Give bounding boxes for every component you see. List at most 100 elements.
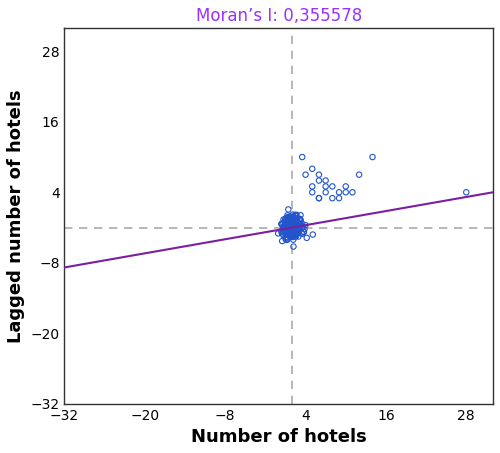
Point [286,214,294,222]
Point [287,217,295,224]
Point [285,223,293,231]
Point [288,233,296,241]
Point [282,214,290,222]
Point [348,188,356,196]
Point [278,221,285,228]
Point [279,225,287,232]
Point [286,226,294,234]
Point [286,228,294,235]
Point [286,222,294,229]
Point [289,221,297,228]
Point [290,229,298,236]
Point [294,224,302,231]
Point [289,226,297,233]
Point [296,224,304,231]
Point [286,213,294,220]
Point [292,221,300,228]
Point [308,188,316,196]
Point [292,224,300,231]
Point [290,229,298,236]
Point [291,230,299,237]
Point [288,220,296,227]
Point [284,223,292,230]
Point [294,221,302,228]
Point [287,215,295,222]
Point [287,232,295,240]
Point [287,233,295,240]
Point [284,225,292,232]
Point [295,221,303,228]
Point [290,236,298,243]
Point [292,222,300,230]
Point [278,230,286,237]
Point [322,183,330,190]
Point [368,154,376,161]
Point [302,222,310,229]
Point [284,213,292,221]
Point [286,219,294,226]
Point [291,219,299,226]
Point [292,226,300,234]
Point [288,225,296,232]
Point [284,218,292,226]
Point [290,232,298,239]
Point [288,227,296,235]
Point [286,221,294,228]
Point [290,214,298,222]
Point [287,224,295,231]
Y-axis label: Lagged number of hotels: Lagged number of hotels [7,89,25,342]
Point [286,219,294,226]
Point [292,212,300,219]
Point [290,217,298,224]
Point [294,222,302,229]
Point [290,218,298,226]
Point [280,229,288,236]
Point [278,221,286,228]
Point [292,212,300,219]
Point [315,194,323,202]
Point [292,228,300,236]
Point [280,222,288,229]
Point [289,231,297,239]
Point [315,194,323,202]
Point [462,188,470,196]
Point [284,234,292,241]
Point [298,230,306,237]
Point [286,219,294,226]
Point [281,227,289,234]
Point [285,230,293,237]
Point [280,222,288,230]
Point [296,223,304,230]
Point [283,228,291,236]
Point [290,227,298,234]
Point [296,217,304,224]
Point [284,222,292,230]
Point [290,232,298,240]
Point [315,171,323,178]
Point [282,236,290,244]
Title: Moran’s I: 0,355578: Moran’s I: 0,355578 [196,7,362,25]
Point [286,225,294,232]
Point [286,222,294,229]
Point [284,217,292,224]
Point [278,228,285,235]
Point [280,216,287,223]
Point [282,230,290,237]
Point [288,227,296,234]
Point [292,217,300,225]
Point [284,214,292,221]
Point [280,224,288,231]
Point [300,226,308,233]
Point [280,231,287,239]
Point [287,219,295,226]
Point [284,226,292,234]
Point [290,226,298,233]
Point [322,177,330,184]
Point [284,222,292,229]
Point [296,215,304,222]
Point [288,230,296,237]
Point [284,217,292,224]
Point [292,231,300,238]
Point [290,220,298,227]
Point [278,237,286,245]
